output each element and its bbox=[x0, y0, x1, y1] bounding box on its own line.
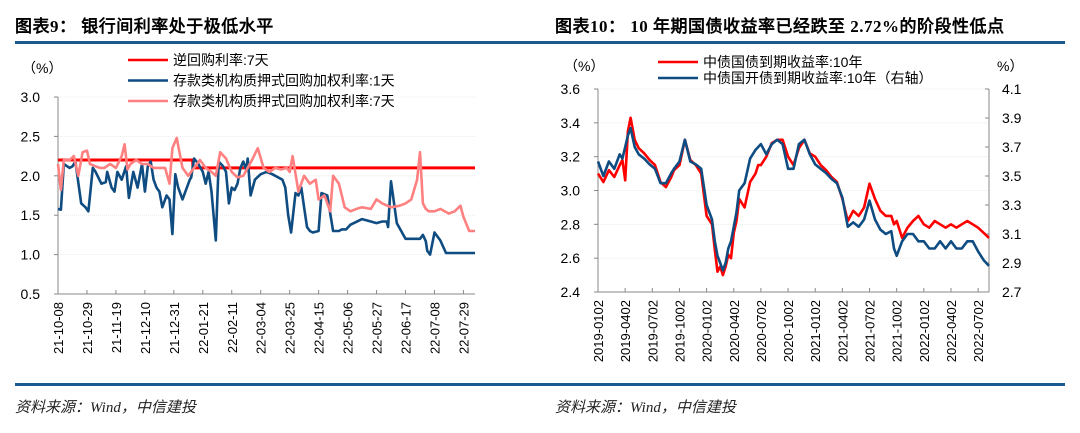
x-tick-label: 2021-0402 bbox=[835, 300, 850, 362]
y-tick-label: 1.5 bbox=[21, 207, 41, 223]
x-tick-label: 2019-0102 bbox=[591, 300, 606, 362]
y-tick-label: 2.4 bbox=[561, 284, 581, 300]
unit-label: （%） bbox=[22, 60, 62, 76]
x-tick-label: 21-12-31 bbox=[167, 302, 182, 354]
y-tick-label: 2.6 bbox=[561, 250, 581, 266]
legend-label: 存款类机构质押式回购加权利率:7天 bbox=[173, 93, 395, 109]
x-tick-label: 21-10-08 bbox=[51, 302, 66, 354]
x-tick-label: 22-05-06 bbox=[341, 302, 356, 354]
y-tick-label: 0.5 bbox=[21, 286, 41, 302]
chart9-title: 图表9： 银行间利率处于极低水平 bbox=[15, 17, 274, 36]
unit-label: （%） bbox=[564, 58, 604, 74]
x-tick-label: 2020-1002 bbox=[781, 300, 796, 362]
x-tick-label: 21-11-19 bbox=[109, 302, 124, 353]
x-tick-label: 22-01-21 bbox=[196, 302, 211, 354]
x-tick-label: 21-10-29 bbox=[80, 302, 95, 354]
x-tick-label: 2022-0402 bbox=[944, 300, 959, 362]
y-tick-label: 3.0 bbox=[21, 89, 41, 105]
x-tick-label: 22-02-11 bbox=[225, 302, 240, 353]
y2-tick-label: 3.7 bbox=[1002, 139, 1022, 155]
x-tick-label: 2020-0402 bbox=[727, 300, 742, 362]
y2-tick-label: 3.9 bbox=[1002, 110, 1022, 126]
x-tick-label: 21-12-10 bbox=[138, 302, 153, 354]
chart9-source: 资料来源：Wind，中信建投 bbox=[15, 400, 196, 416]
right-unit-label: %） bbox=[997, 58, 1023, 74]
y-tick-label: 2.8 bbox=[561, 216, 581, 232]
x-tick-label: 22-07-29 bbox=[456, 302, 471, 354]
x-tick-label: 2020-0702 bbox=[754, 300, 769, 362]
y2-tick-label: 3.5 bbox=[1002, 168, 1022, 184]
y2-tick-label: 4.1 bbox=[1002, 81, 1022, 97]
x-tick-label: 2021-0702 bbox=[863, 300, 878, 362]
x-tick-label: 22-03-25 bbox=[283, 302, 298, 354]
y-tick-label: 2.0 bbox=[21, 168, 41, 184]
series-line-1 bbox=[596, 126, 990, 272]
x-tick-label: 22-04-15 bbox=[312, 302, 327, 354]
y2-tick-label: 2.7 bbox=[1002, 284, 1022, 300]
legend-label: 中债国开债到期收益率:10年（右轴） bbox=[703, 70, 932, 86]
x-tick-label: 2019-0702 bbox=[645, 300, 660, 362]
y2-tick-label: 3.3 bbox=[1002, 197, 1022, 213]
x-tick-label: 22-05-27 bbox=[370, 302, 385, 354]
chart10-plot: 3.6 3.4 3.2 3.0 2.8 2.6 2.4 4.1 3.9 3.7 3.5 3.3 3.1 2… bbox=[561, 54, 1024, 362]
x-tick-label: 2020-0102 bbox=[700, 300, 715, 362]
legend-label: 存款类机构质押式回购加权利率:1天 bbox=[173, 73, 395, 89]
chart10-source: 资料来源：Wind，中信建投 bbox=[555, 400, 736, 416]
y-tick-label: 3.4 bbox=[561, 115, 581, 131]
y-tick-label: 1.0 bbox=[21, 247, 41, 263]
y-tick-label: 3.2 bbox=[561, 149, 581, 165]
y-tick-label: 3.0 bbox=[561, 183, 581, 199]
y2-tick-label: 2.9 bbox=[1002, 255, 1022, 271]
x-tick-label: 2019-0402 bbox=[618, 300, 633, 362]
chart10-title: 图表10： 10 年期国债收益率已经跌至 2.72%的阶段性低点 bbox=[555, 17, 1005, 36]
x-tick-label: 22-03-04 bbox=[254, 302, 269, 354]
y2-tick-label: 3.1 bbox=[1002, 226, 1022, 242]
chart9-plot: 3.0 2.5 2.0 1.5 1.0 0.5 （%） 21-10-08 21-10-29 21-… bbox=[21, 52, 475, 354]
title-divider bbox=[15, 41, 1065, 44]
x-tick-label: 22-07-08 bbox=[427, 302, 442, 354]
y-tick-label: 3.6 bbox=[561, 81, 581, 97]
x-tick-label: 2022-0702 bbox=[971, 300, 986, 362]
x-tick-label: 2019-1002 bbox=[672, 300, 687, 362]
source-divider bbox=[15, 383, 1065, 386]
series-line-2 bbox=[56, 136, 475, 233]
y-tick-label: 2.5 bbox=[21, 128, 41, 144]
x-tick-label: 2022-0102 bbox=[917, 300, 932, 362]
x-tick-label: 22-06-17 bbox=[399, 302, 414, 354]
series-line-0 bbox=[596, 116, 990, 277]
legend-label: 逆回购利率:7天 bbox=[173, 52, 269, 68]
legend-label: 中债国债到期收益率:10年 bbox=[703, 54, 862, 70]
x-tick-label: 2021-0102 bbox=[808, 300, 823, 362]
series-line-1 bbox=[57, 157, 475, 256]
x-tick-label: 2021-1002 bbox=[890, 300, 905, 362]
